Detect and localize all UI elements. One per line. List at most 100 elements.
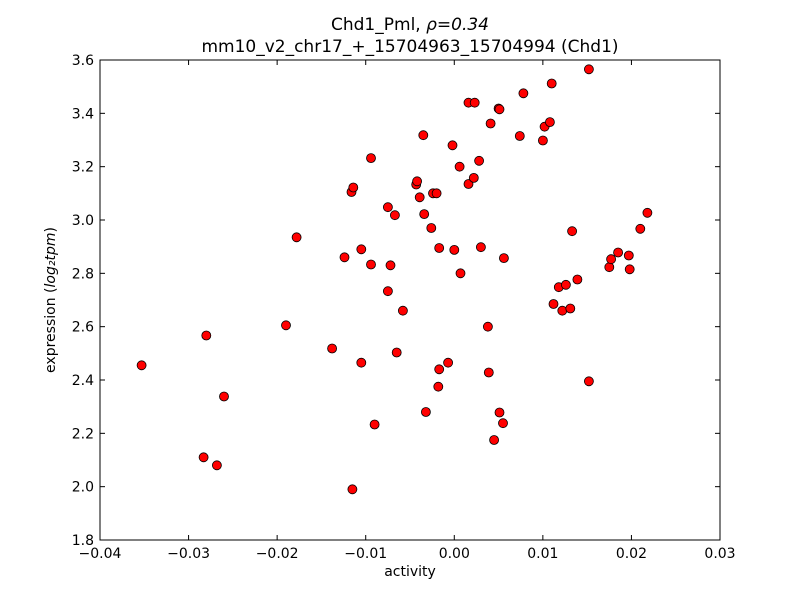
data-point-5 — [281, 320, 291, 331]
data-point-12 — [356, 244, 367, 255]
data-point-32 — [434, 243, 445, 253]
data-point-19 — [385, 260, 396, 271]
y-tick-label-9: 3.6 — [72, 53, 94, 69]
y-tick-label-7: 3.2 — [72, 160, 94, 176]
data-point-2 — [198, 452, 209, 463]
chart-title-rho: ρ=0.34 — [426, 15, 489, 35]
data-point-74 — [624, 264, 635, 275]
data-point-37 — [449, 244, 460, 255]
y-axis-label-text: expression ( — [43, 288, 59, 373]
x-tick-label-2: −0.02 — [256, 546, 299, 562]
y-tick-label-5: 2.8 — [72, 266, 94, 282]
data-point-69 — [584, 376, 594, 387]
data-point-61 — [548, 299, 559, 309]
data-point-41 — [463, 179, 474, 189]
x-tick-label-3: −0.01 — [344, 546, 387, 562]
y-tick-label-6: 3.0 — [72, 213, 94, 229]
data-point-26 — [418, 130, 429, 141]
axes-frame — [99, 59, 721, 541]
data-point-68 — [584, 64, 594, 75]
data-point-56 — [518, 88, 529, 99]
x-axis-label: activity — [384, 564, 436, 580]
plot-background — [100, 60, 720, 540]
data-point-34 — [433, 381, 444, 392]
data-point-21 — [391, 347, 402, 358]
data-point-8 — [339, 252, 350, 263]
data-point-67 — [572, 274, 583, 285]
data-point-75 — [635, 223, 646, 234]
data-point-24 — [412, 176, 423, 187]
data-point-16 — [369, 419, 380, 430]
data-point-13 — [356, 357, 367, 368]
data-point-36 — [447, 140, 458, 151]
data-point-59 — [545, 117, 555, 127]
plot-area — [100, 60, 720, 540]
x-tick-label-0: −0.04 — [79, 546, 122, 562]
data-point-45 — [475, 242, 486, 253]
data-point-60 — [546, 78, 557, 89]
data-point-38 — [454, 161, 465, 172]
y-axis-label: expression (log₂tpm) — [43, 227, 59, 373]
data-point-39 — [455, 268, 466, 279]
data-point-49 — [489, 435, 500, 445]
data-point-35 — [443, 357, 454, 368]
data-point-46 — [482, 321, 493, 332]
data-point-27 — [419, 209, 430, 220]
data-point-76 — [642, 207, 653, 218]
data-point-10 — [348, 182, 359, 193]
data-point-15 — [366, 259, 376, 270]
data-point-53 — [498, 418, 508, 429]
data-point-25 — [414, 192, 425, 203]
chart-subtitle: mm10_v2_chr17_+_15704963_15704994 (Chd1) — [201, 37, 618, 57]
data-point-52 — [494, 407, 505, 418]
y-tick-label-4: 2.6 — [72, 320, 94, 336]
data-point-64 — [561, 279, 571, 290]
data-points — [136, 64, 653, 495]
data-point-7 — [327, 343, 338, 354]
x-tick-label-5: 0.01 — [527, 546, 558, 562]
data-point-57 — [538, 135, 548, 146]
data-point-22 — [397, 305, 408, 316]
data-point-28 — [420, 407, 431, 417]
data-point-33 — [434, 364, 445, 375]
data-point-18 — [382, 286, 393, 297]
data-point-54 — [498, 253, 509, 264]
data-point-63 — [557, 305, 568, 316]
x-tick-label-1: −0.03 — [167, 546, 210, 562]
data-point-72 — [613, 247, 623, 258]
data-point-73 — [623, 250, 634, 261]
x-tick-label-7: 0.03 — [704, 546, 735, 562]
data-point-29 — [426, 223, 437, 233]
data-point-66 — [567, 226, 577, 237]
data-point-17 — [382, 202, 393, 213]
chart-title-name: Chd1_Pml, — [331, 15, 426, 35]
data-point-3 — [211, 460, 222, 471]
x-axis-ticks: −0.04 −0.03 −0.02 −0.01 0.00 0.01 0.02 0.03 — [79, 60, 736, 562]
data-point-14 — [366, 153, 376, 164]
y-tick-label-0: 1.8 — [72, 533, 94, 549]
y-tick-label-3: 2.4 — [72, 373, 94, 389]
data-point-20 — [389, 210, 400, 221]
y-tick-label-8: 3.4 — [72, 106, 94, 122]
y-axis-label-math: log₂tpm — [43, 233, 59, 288]
chart-title: Chd1_Pml, ρ=0.34 — [331, 15, 489, 35]
data-point-0 — [136, 360, 147, 371]
data-point-11 — [347, 484, 358, 495]
data-point-1 — [201, 330, 212, 341]
data-point-31 — [431, 188, 442, 199]
data-point-6 — [291, 232, 302, 243]
x-tick-label-6: 0.02 — [616, 546, 647, 562]
y-axis-label-close: ) — [43, 227, 59, 232]
data-point-48 — [485, 118, 496, 129]
data-point-43 — [469, 97, 480, 108]
y-axis-ticks: 1.8 2.0 2.2 2.4 2.6 2.8 3.0 3.2 3.4 3.6 — [72, 53, 720, 549]
data-point-4 — [219, 391, 229, 402]
data-point-51 — [494, 104, 505, 115]
data-point-71 — [606, 254, 616, 265]
data-point-42 — [468, 172, 479, 183]
data-point-44 — [474, 155, 485, 166]
data-point-70 — [604, 262, 615, 273]
data-point-55 — [514, 131, 525, 141]
y-tick-label-1: 2.0 — [72, 480, 94, 496]
